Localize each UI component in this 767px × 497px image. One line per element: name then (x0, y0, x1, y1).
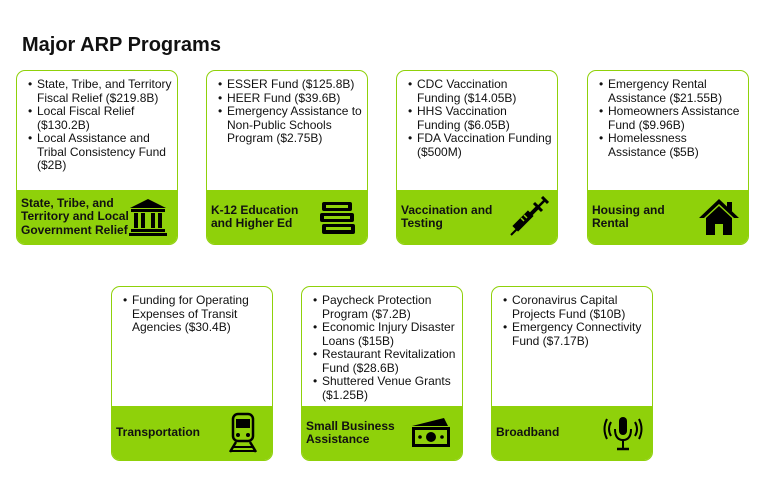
books-icon (317, 196, 359, 238)
program-item: HEER Fund ($39.6B) (218, 91, 363, 106)
program-item: Homelessness Assistance ($5B) (599, 131, 744, 159)
program-item: Restaurant Revitalization Fund ($28.6B) (313, 347, 458, 375)
category-footer: K-12 Education and Higher Ed (207, 190, 367, 244)
category-label: K-12 Education and Higher Ed (211, 202, 299, 230)
program-list: Emergency Rental Assistance ($21.55B) Ho… (588, 71, 748, 159)
category-footer: Transportation (112, 406, 272, 460)
program-item: Local Fiscal Relief ($130.2B) (28, 104, 173, 132)
category-footer: Small Business Assistance (302, 406, 462, 460)
program-item: State, Tribe, and Territory Fiscal Relie… (28, 77, 173, 105)
program-list: Coronavirus Capital Projects Fund ($10B)… (492, 287, 652, 348)
money-icon (410, 412, 452, 454)
program-item: Funding for Operating Expenses of Transi… (123, 293, 268, 335)
category-label: Transportation (116, 425, 201, 440)
category-footer: State, Tribe, and Territory and Local Go… (17, 190, 177, 244)
program-card-vaccination: CDC Vaccination Funding ($14.05B) HHS Va… (396, 70, 558, 245)
category-footer: Housing and Rental (588, 190, 748, 244)
program-card-small-business: Paycheck Protection Program ($7.2B) Econ… (301, 286, 463, 461)
category-label: Housing and Rental (592, 202, 665, 230)
category-label: Small Business Assistance (306, 418, 395, 446)
program-item: Homeowners Assistance Fund ($9.96B) (599, 104, 744, 132)
program-list: ESSER Fund ($125.8B) HEER Fund ($39.6B) … (207, 71, 367, 146)
program-card-broadband: Coronavirus Capital Projects Fund ($10B)… (491, 286, 653, 461)
program-item: FDA Vaccination Funding ($500M) (408, 131, 553, 159)
program-item: CDC Vaccination Funding ($14.05B) (408, 77, 553, 105)
government-building-icon (127, 196, 169, 238)
category-footer: Vaccination and Testing (397, 190, 557, 244)
broadcast-microphone-icon (602, 412, 644, 454)
program-list: State, Tribe, and Territory Fiscal Relie… (17, 71, 177, 173)
category-label: Vaccination and Testing (401, 202, 493, 230)
program-item: Emergency Assistance to Non-Public Schoo… (218, 104, 363, 146)
program-item: Emergency Connectivity Fund ($7.17B) (503, 320, 648, 348)
program-item: Shuttered Venue Grants ($1.25B) (313, 374, 458, 402)
program-item: Coronavirus Capital Projects Fund ($10B) (503, 293, 648, 321)
syringe-icon (507, 195, 550, 238)
category-footer: Broadband (492, 406, 652, 460)
program-item: Economic Injury Disaster Loans ($15B) (313, 320, 458, 348)
program-card-housing: Emergency Rental Assistance ($21.55B) Ho… (587, 70, 749, 245)
program-list: Paycheck Protection Program ($7.2B) Econ… (302, 287, 462, 402)
house-icon (698, 196, 740, 238)
program-list: CDC Vaccination Funding ($14.05B) HHS Va… (397, 71, 557, 159)
program-item: Paycheck Protection Program ($7.2B) (313, 293, 458, 321)
category-label: Broadband (496, 425, 560, 440)
program-list: Funding for Operating Expenses of Transi… (112, 287, 272, 335)
program-item: HHS Vaccination Funding ($6.05B) (408, 104, 553, 132)
program-item: Local Assistance and Tribal Consistency … (28, 131, 173, 173)
program-card-government-relief: State, Tribe, and Territory Fiscal Relie… (16, 70, 178, 245)
program-card-education: ESSER Fund ($125.8B) HEER Fund ($39.6B) … (206, 70, 368, 245)
category-label: State, Tribe, and Territory and Local Go… (21, 195, 129, 237)
program-card-transportation: Funding for Operating Expenses of Transi… (111, 286, 273, 461)
program-item: ESSER Fund ($125.8B) (218, 77, 363, 92)
page-title: Major ARP Programs (22, 34, 221, 56)
program-item: Emergency Rental Assistance ($21.55B) (599, 77, 744, 105)
train-icon (222, 412, 264, 454)
